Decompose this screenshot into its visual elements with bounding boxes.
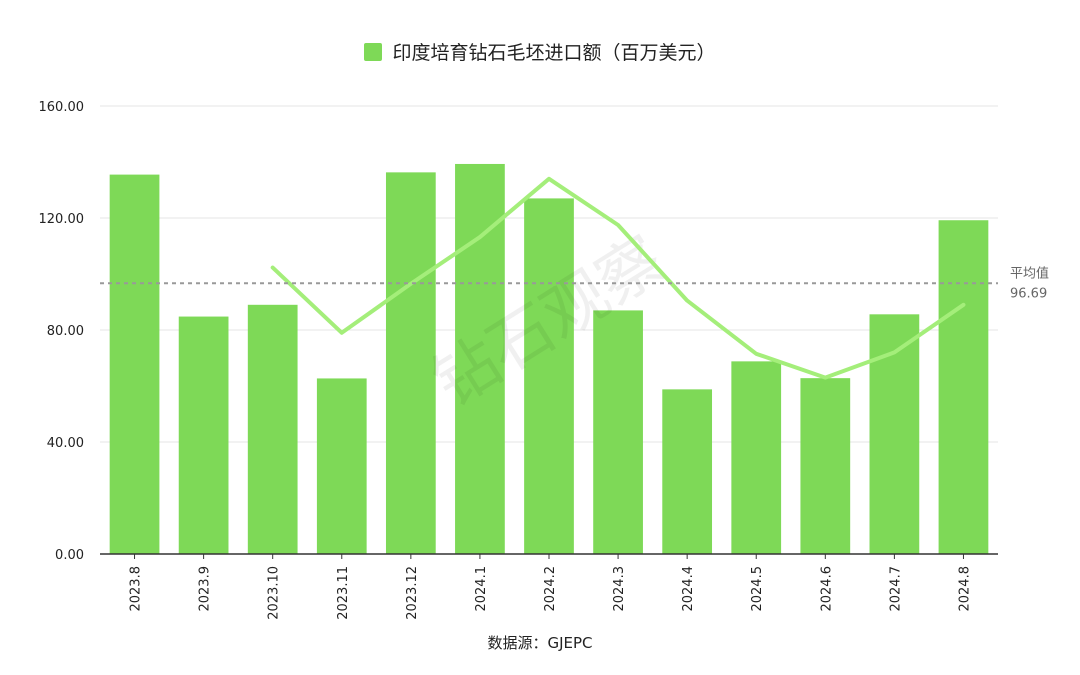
- x-tick-label: 2024.4: [681, 566, 696, 612]
- bar: [593, 310, 643, 554]
- trend-line: [270, 176, 966, 380]
- bar: [938, 220, 989, 555]
- bar: [316, 378, 367, 554]
- bar: [247, 304, 298, 554]
- chart-legend: 印度培育钻石毛坯进口额（百万美元）: [0, 38, 1080, 65]
- x-tick-label: 2023.9: [198, 566, 213, 612]
- y-tick-label: 160.00: [39, 100, 85, 115]
- x-tick-label: 2024.2: [543, 566, 558, 612]
- x-tick-label: 2024.1: [474, 566, 489, 612]
- x-tick-label: 2023.10: [267, 566, 282, 620]
- average-value: 96.69: [1010, 286, 1047, 301]
- x-tick-label: 2024.8: [957, 566, 972, 612]
- bar: [109, 174, 160, 554]
- x-tick-label: 2024.7: [888, 566, 903, 612]
- x-tick-label: 2023.12: [405, 566, 420, 620]
- bar: [178, 316, 229, 554]
- y-tick-label: 40.00: [47, 436, 84, 451]
- y-tick-label: 120.00: [39, 212, 85, 227]
- average-label: 平均值: [1010, 265, 1049, 281]
- bar: [662, 389, 713, 554]
- source-note: 数据源：GJEPC: [487, 634, 593, 652]
- bar: [731, 361, 782, 554]
- y-tick-label: 0.00: [55, 548, 84, 563]
- bar: [524, 198, 574, 554]
- x-tick-label: 2024.5: [750, 566, 765, 612]
- x-tick-label: 2024.3: [612, 566, 627, 612]
- legend-label: 印度培育钻石毛坯进口额（百万美元）: [392, 42, 716, 64]
- x-tick-label: 2024.6: [819, 566, 834, 612]
- x-tick-label: 2023.11: [336, 566, 351, 620]
- x-tick-label: 2023.8: [129, 566, 144, 612]
- bar: [385, 172, 436, 555]
- legend-swatch: [364, 42, 383, 61]
- bar: [455, 163, 505, 554]
- y-tick-label: 80.00: [47, 324, 84, 339]
- bar: [800, 378, 851, 554]
